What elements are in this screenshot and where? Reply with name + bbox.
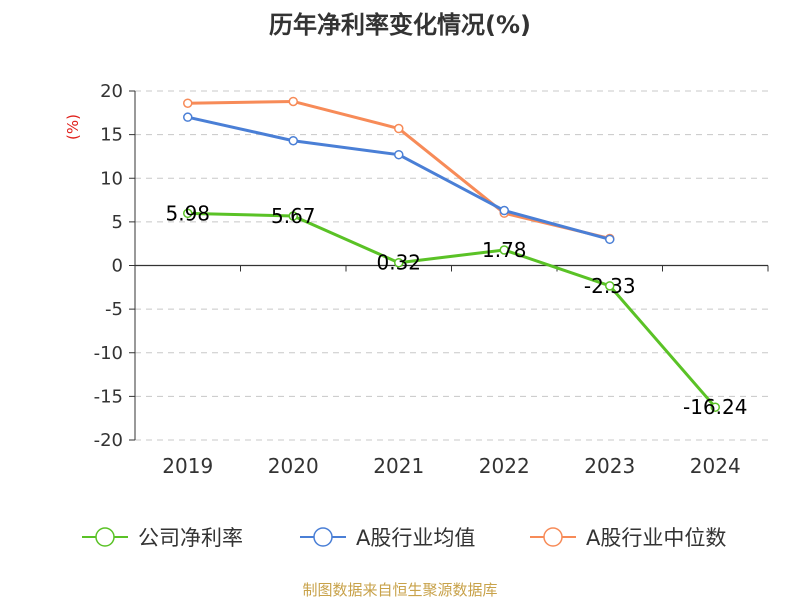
data-point[interactable] <box>394 123 404 134</box>
data-point[interactable] <box>710 402 720 412</box>
data-label: 5.67 <box>271 204 316 228</box>
y-tick-label: 10 <box>100 168 123 189</box>
data-point[interactable] <box>394 149 404 160</box>
data-point[interactable] <box>499 205 509 216</box>
data-label: -2.33 <box>584 274 636 298</box>
data-point[interactable] <box>605 234 615 245</box>
series-line <box>187 211 717 409</box>
y-tick-label: -5 <box>105 299 123 320</box>
legend[interactable]: 公司净利率 A股行业均值 A股行业中位数 <box>82 526 726 550</box>
y-tick-label: 20 <box>100 81 123 102</box>
y-tick-label: -20 <box>94 430 123 451</box>
y-tick-label: -15 <box>94 386 123 407</box>
y-tick-label: 0 <box>112 256 123 277</box>
y-tick-label: 15 <box>100 125 123 146</box>
x-tick-label: 2023 <box>584 454 635 478</box>
x-tick-labels: 2019 2020 2021 2022 2023 2024 <box>162 454 740 478</box>
y-tick-labels: 20 15 10 5 0 -5 -10 -15 -20 <box>94 81 123 451</box>
chart-title: 历年净利率变化情况(%) <box>269 11 531 39</box>
y-axis-label: (%) <box>64 114 82 140</box>
data-label: -16.24 <box>683 395 747 419</box>
legend-marker <box>95 527 115 547</box>
data-point[interactable] <box>394 257 404 268</box>
x-tick-label: 2021 <box>373 454 424 478</box>
data-labels: 5.98 5.67 0.32 1.78 -2.33 -16.24 <box>165 201 747 419</box>
legend-marker <box>313 527 333 547</box>
y-tick-label: 5 <box>112 212 123 233</box>
x-tick-label: 2022 <box>479 454 530 478</box>
data-point[interactable] <box>605 281 615 291</box>
x-tick-label: 2024 <box>690 454 741 478</box>
data-point[interactable] <box>288 96 298 107</box>
legend-item[interactable]: A股行业中位数 <box>530 526 726 550</box>
x-tick-label: 2020 <box>268 454 319 478</box>
data-label: 1.78 <box>482 238 527 262</box>
legend-label: 公司净利率 <box>138 526 243 550</box>
data-point[interactable] <box>183 208 193 219</box>
data-point[interactable] <box>288 135 298 146</box>
series-line <box>187 99 611 240</box>
data-label: 5.98 <box>165 201 210 225</box>
series-group <box>183 96 720 412</box>
x-tick-label: 2019 <box>162 454 213 478</box>
legend-label: A股行业均值 <box>356 526 475 550</box>
data-label: 0.32 <box>376 251 421 275</box>
legend-item[interactable]: A股行业均值 <box>300 526 475 550</box>
legend-item[interactable]: 公司净利率 <box>82 526 243 550</box>
data-point[interactable] <box>183 98 193 108</box>
data-point[interactable] <box>288 211 298 221</box>
data-point[interactable] <box>499 245 509 255</box>
legend-label: A股行业中位数 <box>586 526 726 550</box>
y-tick-label: -10 <box>94 343 123 364</box>
data-point[interactable] <box>183 112 193 122</box>
legend-marker <box>543 527 563 547</box>
source-note: 制图数据来自恒生聚源数据库 <box>302 581 497 599</box>
axes <box>129 90 769 441</box>
